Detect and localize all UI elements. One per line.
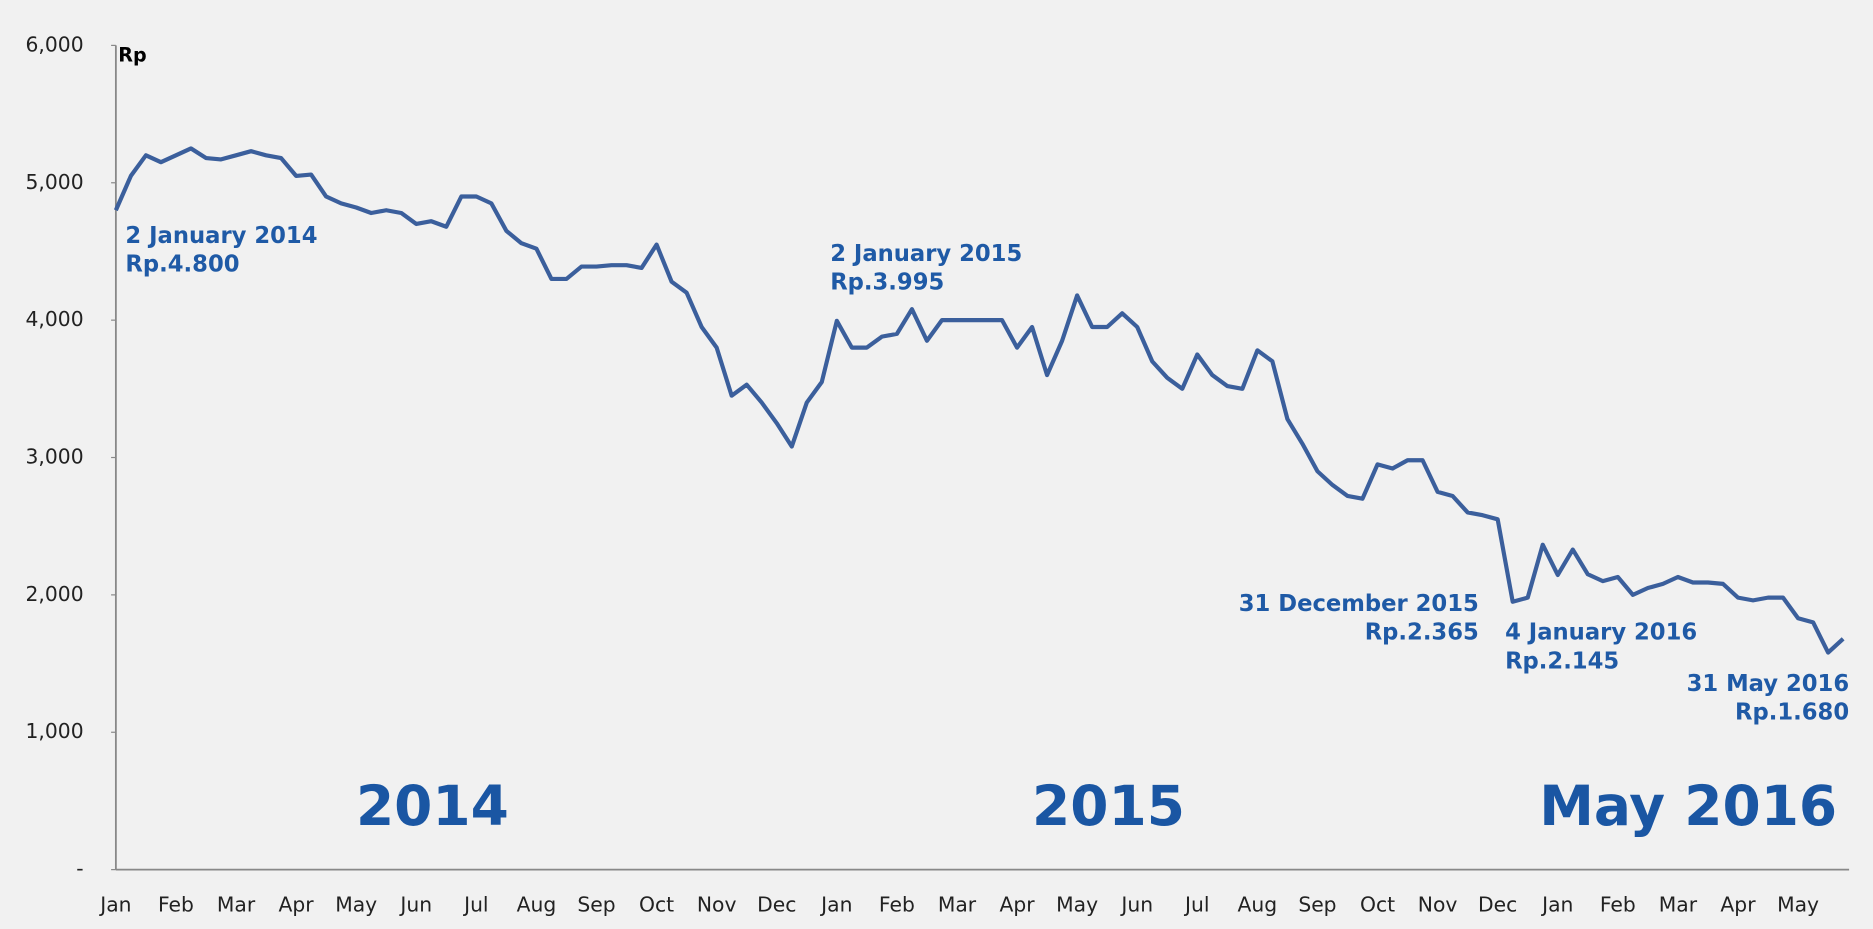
annotation-price: Rp.2.145: [1505, 648, 1619, 674]
x-tick-label: Dec: [1478, 892, 1517, 916]
annotation-date: 31 May 2016: [1687, 671, 1850, 697]
x-tick-label: Sep: [1298, 892, 1336, 916]
period-label: 2014: [356, 774, 509, 838]
annotation-price: Rp.1.680: [1735, 700, 1849, 726]
x-tick-label: Apr: [999, 892, 1035, 916]
y-tick-label: 3,000: [26, 445, 84, 469]
x-tick-label: Mar: [938, 892, 977, 916]
x-tick-label: Jan: [819, 892, 852, 916]
y-tick-label: -: [76, 857, 83, 881]
annotation-date: 2 January 2015: [830, 241, 1022, 267]
x-tick-label: Mar: [1659, 892, 1698, 916]
x-tick-label: Feb: [158, 892, 194, 916]
x-tick-label: Jun: [398, 892, 432, 916]
annotation-price: Rp.4.800: [125, 252, 239, 278]
y-axis-label: Rp: [118, 44, 146, 67]
period-label: May 2016: [1539, 774, 1837, 838]
x-tick-label: Jun: [1119, 892, 1153, 916]
y-tick-label: 4,000: [26, 307, 84, 331]
x-tick-label: Oct: [1360, 892, 1395, 916]
x-tick-label: Apr: [279, 892, 315, 916]
annotation-date: 2 January 2014: [125, 223, 317, 249]
x-tick-label: Apr: [1720, 892, 1756, 916]
x-tick-label: Jan: [98, 892, 131, 916]
x-tick-label: May: [1777, 892, 1819, 916]
y-tick-label: 5,000: [26, 170, 84, 194]
x-tick-label: Nov: [1418, 892, 1458, 916]
price-line: [113, 146, 1845, 655]
x-tick-label: Oct: [639, 892, 674, 916]
x-tick-label: Aug: [517, 892, 557, 916]
x-tick-label: May: [335, 892, 377, 916]
annotation-price: Rp.2.365: [1365, 620, 1479, 646]
x-tick-label: Dec: [757, 892, 796, 916]
annotation-price: Rp.3.995: [830, 270, 944, 296]
x-tick-label: Nov: [697, 892, 737, 916]
annotation-date: 31 December 2015: [1239, 591, 1479, 617]
y-tick-label: 6,000: [26, 32, 84, 56]
x-tick-label: Feb: [879, 892, 915, 916]
y-tick-label: 2,000: [26, 582, 84, 606]
period-label: 2015: [1032, 774, 1185, 838]
x-tick-label: Feb: [1600, 892, 1636, 916]
annotation-date: 4 January 2016: [1505, 620, 1697, 646]
x-tick-label: Sep: [577, 892, 615, 916]
y-tick-label: 1,000: [26, 719, 84, 743]
x-tick-label: May: [1056, 892, 1098, 916]
x-tick-label: Jul: [462, 892, 489, 916]
x-tick-label: Mar: [217, 892, 256, 916]
x-tick-label: Aug: [1238, 892, 1278, 916]
x-tick-label: Jul: [1183, 892, 1210, 916]
x-tick-label: Jan: [1540, 892, 1573, 916]
